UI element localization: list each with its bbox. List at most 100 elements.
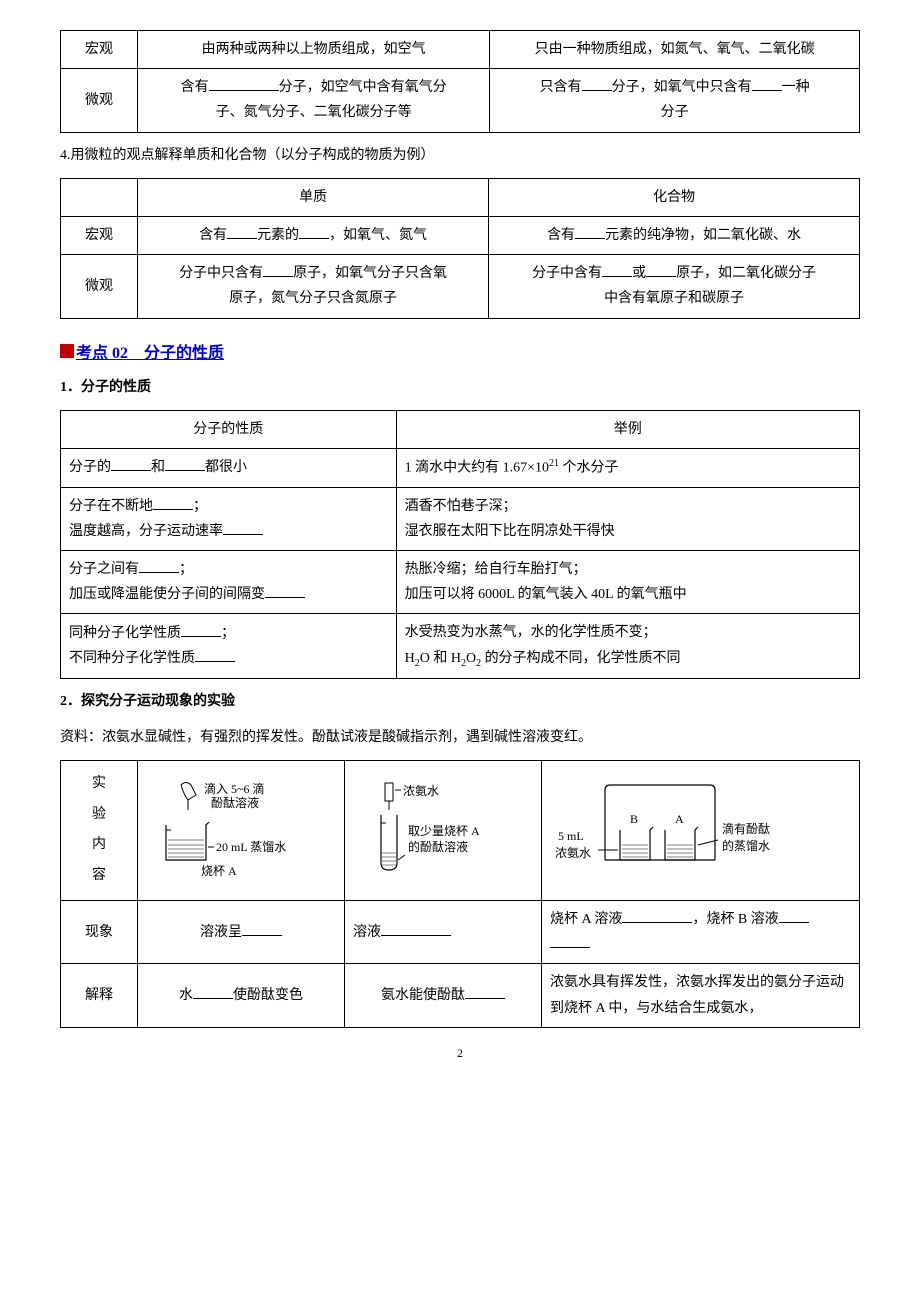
fill-blank xyxy=(381,921,451,936)
header-cell xyxy=(61,178,138,216)
fill-blank xyxy=(465,984,505,999)
fill-blank xyxy=(153,495,193,510)
cell: 溶液呈 xyxy=(138,901,345,964)
svg-text:烧杯 A: 烧杯 A xyxy=(201,864,237,878)
subheading-2: 2．探究分子运动现象的实验 xyxy=(60,689,860,714)
svg-text:20 mL 蒸馏水: 20 mL 蒸馏水 xyxy=(216,840,286,854)
fill-blank xyxy=(263,262,293,277)
experiment-diagram-1: 滴入 5~6 滴 酚酞溶液 20 mL 蒸馏水 烧杯 A xyxy=(138,760,345,900)
cell: 溶液 xyxy=(345,901,542,964)
svg-text:酚酞溶液: 酚酞溶液 xyxy=(211,795,259,810)
fill-blank xyxy=(575,224,605,239)
covered-beakers-icon: B A 5 mL 浓氨水 滴有酚酞 的蒸馏水 xyxy=(550,775,800,885)
cell: 热胀冷缩；给自行车胎打气； 加压可以将 6000L 的氧气装入 40L 的氧气瓶… xyxy=(396,551,859,614)
table-row: 分子之间有； 加压或降温能使分子间的间隔变 热胀冷缩；给自行车胎打气； 加压可以… xyxy=(61,551,860,614)
cell: 酒香不怕巷子深； 湿衣服在太阳下比在阴凉处干得快 xyxy=(396,487,859,550)
molecule-property-table: 分子的性质 举例 分子的和都很小 1 滴水中大约有 1.67×1021 个水分子… xyxy=(60,410,860,680)
header-cell: 分子的性质 xyxy=(61,410,397,448)
cell: 浓氨水具有挥发性，浓氨水挥发出的氨分子运动到烧杯 A 中，与水结合生成氨水， xyxy=(542,964,860,1027)
fill-blank xyxy=(582,76,612,91)
heading-text: 考点 02 分子的性质 xyxy=(76,345,224,362)
fill-blank xyxy=(209,76,279,91)
table-row: 宏观 由两种或两种以上物质组成，如空气 只由一种物质组成，如氮气、氧气、二氧化碳 xyxy=(61,31,860,69)
table-row: 现象 溶液呈 溶液 烧杯 A 溶液，烧杯 B 溶液 xyxy=(61,901,860,964)
svg-text:的酚酞溶液: 的酚酞溶液 xyxy=(408,839,468,854)
svg-text:B: B xyxy=(630,812,638,826)
paragraph-4: 4.用微粒的观点解释单质和化合物（以分子构成的物质为例） xyxy=(60,143,860,168)
fill-blank xyxy=(223,520,263,535)
cell: 同种分子化学性质； 不同种分子化学性质 xyxy=(61,614,397,679)
svg-text:浓氨水: 浓氨水 xyxy=(555,846,591,860)
subheading-1: 1．分子的性质 xyxy=(60,375,860,400)
fill-blank xyxy=(193,984,233,999)
header-cell: 举例 xyxy=(396,410,859,448)
cell: 由两种或两种以上物质组成，如空气 xyxy=(138,31,490,69)
section-heading: 考点 02 分子的性质 xyxy=(60,339,860,363)
header-cell: 单质 xyxy=(138,178,489,216)
cell: 只由一种物质组成，如氮气、氧气、二氧化碳 xyxy=(490,31,860,69)
row-label: 现象 xyxy=(61,901,138,964)
table-row: 实 验 内 容 滴入 5~6 滴 酚酞溶液 20 mL 蒸馏水 烧杯 A xyxy=(61,760,860,900)
cell: 含有分子，如空气中含有氧气分 子、氮气分子、二氧化碳分子等 xyxy=(138,69,490,132)
header-cell: 化合物 xyxy=(489,178,860,216)
svg-text:5 mL: 5 mL xyxy=(558,829,584,843)
row-label: 解释 xyxy=(61,964,138,1027)
fill-blank xyxy=(111,456,151,471)
fill-blank xyxy=(752,76,782,91)
svg-text:取少量烧杯 A: 取少量烧杯 A xyxy=(408,824,480,838)
red-square-icon xyxy=(60,344,74,358)
fill-blank xyxy=(242,921,282,936)
fill-blank xyxy=(165,456,205,471)
cell: 分子的和都很小 xyxy=(61,448,397,487)
row-label: 宏观 xyxy=(61,31,138,69)
cell: 水受热变为水蒸气，水的化学性质不变； H2O 和 H2O2 的分子构成不同，化学… xyxy=(396,614,859,679)
table-row: 分子在不断地； 温度越高，分子运动速率 酒香不怕巷子深； 湿衣服在太阳下比在阴凉… xyxy=(61,487,860,550)
cell: 分子中含有或原子，如二氧化碳分子 中含有氧原子和碳原子 xyxy=(489,255,860,318)
cell: 含有元素的，如氧气、氮气 xyxy=(138,216,489,254)
fill-blank xyxy=(139,558,179,573)
fill-blank xyxy=(779,908,809,923)
fill-blank xyxy=(227,224,257,239)
material-info: 资料：浓氨水显碱性，有强烈的挥发性。酚酞试液是酸碱指示剂，遇到碱性溶液变红。 xyxy=(60,725,860,750)
table-row: 分子的性质 举例 xyxy=(61,410,860,448)
element-compound-table: 单质 化合物 宏观 含有元素的，如氧气、氮气 含有元素的纯净物，如二氧化碳、水 … xyxy=(60,178,860,319)
mixture-pure-table: 宏观 由两种或两种以上物质组成，如空气 只由一种物质组成，如氮气、氧气、二氧化碳… xyxy=(60,30,860,133)
fill-blank xyxy=(622,908,692,923)
table-row: 单质 化合物 xyxy=(61,178,860,216)
cell: 烧杯 A 溶液，烧杯 B 溶液 xyxy=(542,901,860,964)
svg-text:A: A xyxy=(675,812,684,826)
row-label: 实 验 内 容 xyxy=(61,760,138,900)
cell: 1 滴水中大约有 1.67×1021 个水分子 xyxy=(396,448,859,487)
row-label: 宏观 xyxy=(61,216,138,254)
row-label: 微观 xyxy=(61,255,138,318)
cell: 水使酚酞变色 xyxy=(138,964,345,1027)
fill-blank xyxy=(299,224,329,239)
cell: 分子在不断地； 温度越高，分子运动速率 xyxy=(61,487,397,550)
test-tube-icon: 浓氨水 取少量烧杯 A 的酚酞溶液 xyxy=(353,775,523,885)
experiment-diagram-2: 浓氨水 取少量烧杯 A 的酚酞溶液 xyxy=(345,760,542,900)
svg-text:滴有酚酞: 滴有酚酞 xyxy=(722,821,770,836)
cell: 分子中只含有原子，如氧气分子只含氧 原子，氮气分子只含氮原子 xyxy=(138,255,489,318)
row-label: 微观 xyxy=(61,69,138,132)
experiment-diagram-3: B A 5 mL 浓氨水 滴有酚酞 的蒸馏水 xyxy=(542,760,860,900)
table-row: 同种分子化学性质； 不同种分子化学性质 水受热变为水蒸气，水的化学性质不变； H… xyxy=(61,614,860,679)
experiment-table: 实 验 内 容 滴入 5~6 滴 酚酞溶液 20 mL 蒸馏水 烧杯 A xyxy=(60,760,860,1028)
cell: 分子之间有； 加压或降温能使分子间的间隔变 xyxy=(61,551,397,614)
fill-blank xyxy=(602,262,632,277)
fill-blank xyxy=(181,622,221,637)
svg-text:的蒸馏水: 的蒸馏水 xyxy=(722,838,770,853)
fill-blank xyxy=(195,647,235,662)
cell: 氨水能使酚酞 xyxy=(345,964,542,1027)
fill-blank xyxy=(646,262,676,277)
fill-blank xyxy=(265,583,305,598)
cell: 含有元素的纯净物，如二氧化碳、水 xyxy=(489,216,860,254)
table-row: 微观 含有分子，如空气中含有氧气分 子、氮气分子、二氧化碳分子等 只含有分子，如… xyxy=(61,69,860,132)
cell: 只含有分子，如氧气中只含有一种 分子 xyxy=(490,69,860,132)
table-row: 微观 分子中只含有原子，如氧气分子只含氧 原子，氮气分子只含氮原子 分子中含有或… xyxy=(61,255,860,318)
fill-blank xyxy=(550,933,590,948)
page-number: 2 xyxy=(60,1046,860,1061)
table-row: 分子的和都很小 1 滴水中大约有 1.67×1021 个水分子 xyxy=(61,448,860,487)
svg-text:滴入 5~6 滴: 滴入 5~6 滴 xyxy=(204,781,265,796)
beaker-a-icon: 滴入 5~6 滴 酚酞溶液 20 mL 蒸馏水 烧杯 A xyxy=(146,775,316,885)
svg-text:浓氨水: 浓氨水 xyxy=(403,784,439,798)
